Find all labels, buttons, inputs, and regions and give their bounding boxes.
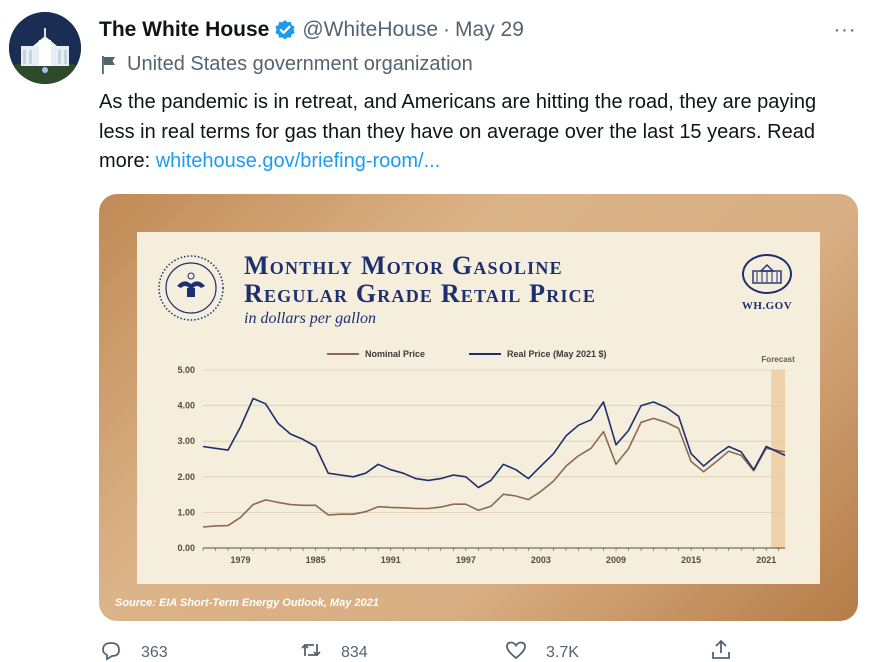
white-house-logo-icon [742,254,792,294]
y-tick-label: 0.00 [177,543,195,553]
series-line-nominal [202,417,786,528]
x-tick-label: 2003 [531,555,551,565]
reply-button[interactable]: 363 [99,638,168,662]
legend-label-real: Real Price (May 2021 $) [507,349,607,359]
gasoline-price-chart: Forecast 0.00 1.00 2.00 3.00 4.00 5.00 1979 1985… [177,349,795,565]
forecast-label: Forecast [761,355,795,364]
chart-title-line2: Regular Grade Retail Price [244,279,597,308]
like-count: 3.7K [546,644,579,661]
tweet-text: As the pandemic is in retreat, and Ameri… [99,88,854,177]
tweet-date[interactable]: May 29 [455,18,524,41]
author-handle[interactable]: @WhiteHouse [302,18,439,41]
y-tick-label: 4.00 [177,401,195,411]
tweet-media-image[interactable]: Monthly Motor Gasoline Regular Grade Ret… [99,194,858,621]
chart-title-line1: Monthly Motor Gasoline [244,251,563,280]
wh-gov-logo: WH.GOV [737,254,797,312]
government-label[interactable]: United States government organization [101,53,473,76]
more-options-icon: ··· [833,18,857,41]
government-label-text: United States government organization [127,53,473,75]
avatar[interactable] [9,12,81,84]
x-tick-label: 1985 [306,555,326,565]
retweet-count: 834 [341,644,368,661]
forecast-band [771,370,785,548]
white-house-avatar-image [9,12,81,84]
chart-title: Monthly Motor Gasoline Regular Grade Ret… [244,252,596,308]
verified-badge-icon [274,19,296,41]
reply-count: 363 [141,644,168,661]
tweet-header: The White House @WhiteHouse · May 29 [99,16,524,44]
y-tick-label: 3.00 [177,436,195,446]
author-name[interactable]: The White House [99,18,270,41]
chart-subtitle: in dollars per gallon [244,310,377,327]
presidential-seal-icon [158,255,224,321]
x-tick-label: 1997 [456,555,476,565]
x-tick-label: 1979 [231,555,251,565]
y-tick-label: 1.00 [177,507,195,517]
header-separator: · [443,18,451,41]
flag-icon [101,55,117,75]
x-tick-label: 2009 [606,555,626,565]
y-tick-label: 2.00 [177,472,195,482]
share-icon [712,639,730,659]
reply-icon [102,642,120,661]
series-line-real [202,397,786,489]
tweet-link[interactable]: whitehouse.gov/briefing-room/... [155,150,441,172]
share-button[interactable] [709,638,733,662]
chart-source: Source: EIA Short-Term Energy Outlook, M… [115,597,379,609]
chart-card: Monthly Motor Gasoline Regular Grade Ret… [137,232,820,584]
tweet-body: As the pandemic is in retreat, and Ameri… [99,91,817,172]
more-options-button[interactable]: ··· [830,18,860,42]
legend-label-nominal: Nominal Price [365,349,425,359]
x-tick-label: 2021 [756,555,776,565]
y-tick-label: 5.00 [177,365,195,375]
like-button[interactable]: 3.7K [504,638,579,662]
tweet-action-bar: 363 834 3.7K [99,638,859,661]
x-tick-label: 2015 [681,555,701,565]
wh-gov-text: WH.GOV [741,300,793,312]
x-tick-label: 1991 [381,555,401,565]
retweet-icon [301,643,321,657]
heart-icon [506,641,526,660]
retweet-button[interactable]: 834 [299,638,368,662]
